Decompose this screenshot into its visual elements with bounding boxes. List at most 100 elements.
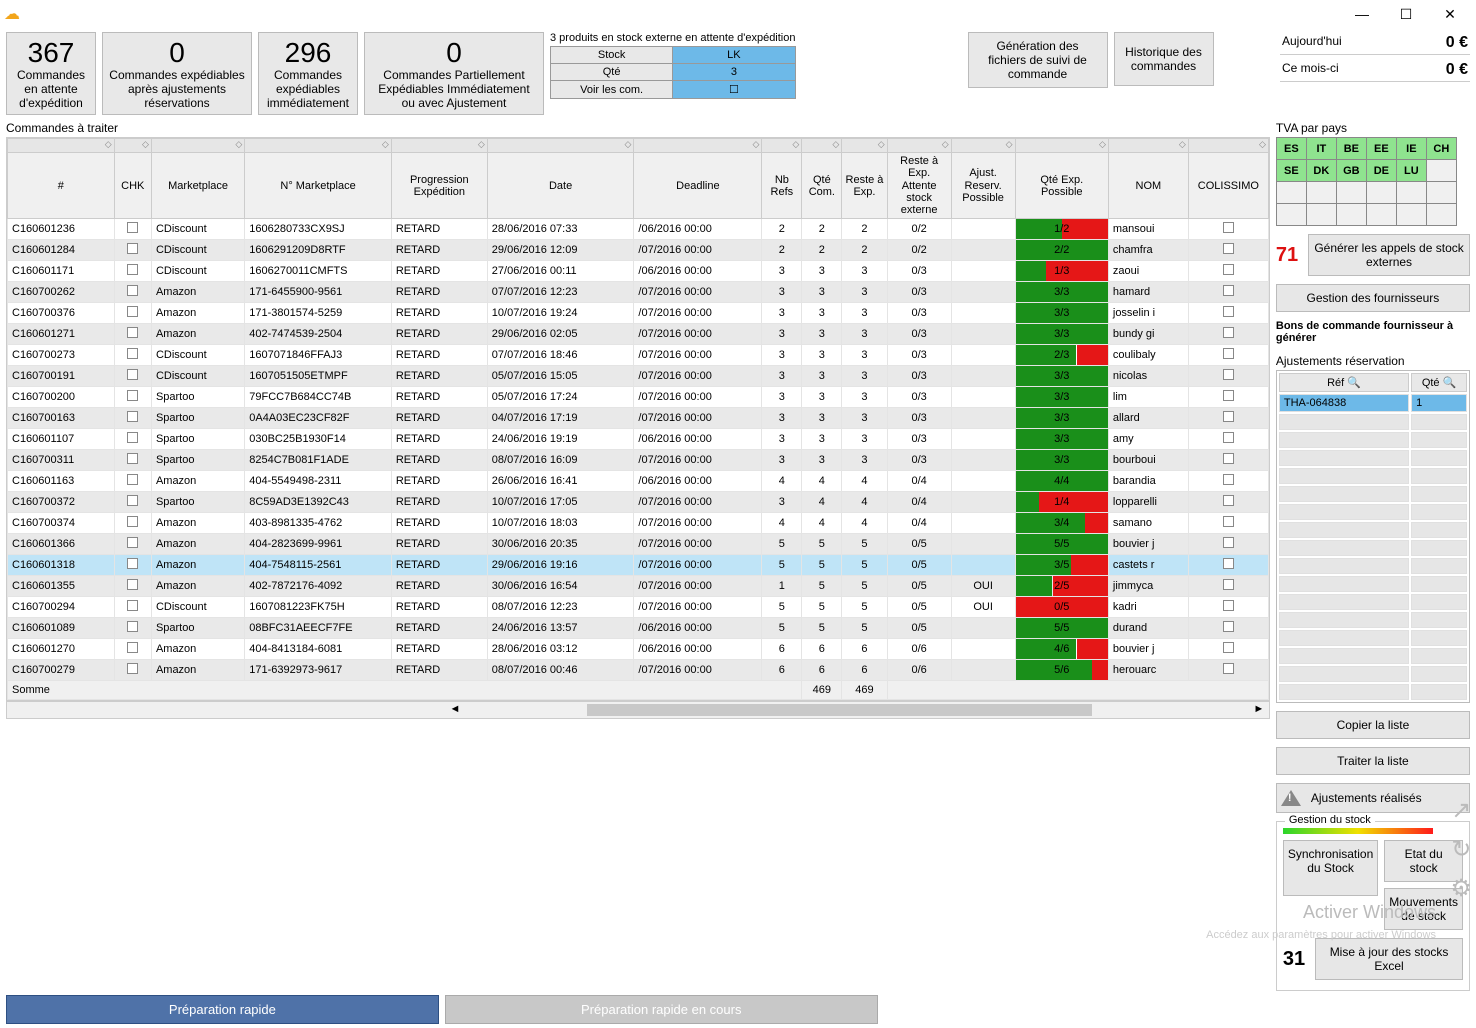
colissimo-checkbox[interactable]	[1223, 453, 1234, 464]
column-header[interactable]: Progression Expédition	[391, 153, 487, 218]
table-row[interactable]: C160601318Amazon404-7548115-2561RETARD29…	[8, 554, 1269, 575]
table-row[interactable]: C160700163Spartoo0A4A03EC23CF82FRETARD04…	[8, 407, 1269, 428]
column-header[interactable]: Ajust. Reserv. Possible	[951, 153, 1015, 218]
table-row[interactable]: C160601163Amazon404-5549498-2311RETARD26…	[8, 470, 1269, 491]
column-header[interactable]: Marketplace	[151, 153, 244, 218]
row-checkbox[interactable]	[127, 453, 138, 464]
tva-cell[interactable]: GB	[1336, 160, 1366, 182]
table-row[interactable]: C160700191CDiscount1607051505ETMPFRETARD…	[8, 365, 1269, 386]
tva-cell[interactable]	[1366, 182, 1396, 204]
table-row[interactable]: C160601107Spartoo030BC25B1930F14RETARD24…	[8, 428, 1269, 449]
tva-cell[interactable]: EE	[1366, 138, 1396, 160]
table-row[interactable]: C160601171CDiscount1606270011CMFTSRETARD…	[8, 260, 1269, 281]
tva-cell[interactable]: BE	[1336, 138, 1366, 160]
tva-cell[interactable]: ES	[1276, 138, 1306, 160]
colissimo-checkbox[interactable]	[1223, 390, 1234, 401]
adjustments-table[interactable]: Réf 🔍Qté 🔍THA-0648381	[1276, 370, 1470, 703]
row-checkbox[interactable]	[127, 222, 138, 233]
colissimo-checkbox[interactable]	[1223, 327, 1234, 338]
row-checkbox[interactable]	[127, 348, 138, 359]
tva-cell[interactable]: LU	[1396, 160, 1426, 182]
tva-cell[interactable]	[1306, 204, 1336, 226]
table-row[interactable]: C160700279Amazon171-6392973-9617RETARD08…	[8, 659, 1269, 680]
tva-cell[interactable]	[1426, 182, 1456, 204]
tva-cell[interactable]	[1336, 204, 1366, 226]
maximize-button[interactable]: ☐	[1384, 1, 1428, 27]
tva-cell[interactable]	[1366, 204, 1396, 226]
colissimo-checkbox[interactable]	[1223, 474, 1234, 485]
row-checkbox[interactable]	[127, 621, 138, 632]
kpi-tile[interactable]: 296Commandes expédiables immédiatement	[258, 32, 358, 115]
preparation-rapide-cours-button[interactable]: Préparation rapide en cours	[445, 995, 878, 1024]
tva-cell[interactable]	[1396, 204, 1426, 226]
tva-cell[interactable]: DK	[1306, 160, 1336, 182]
row-checkbox[interactable]	[127, 537, 138, 548]
colissimo-checkbox[interactable]	[1223, 663, 1234, 674]
colissimo-checkbox[interactable]	[1223, 621, 1234, 632]
colissimo-checkbox[interactable]	[1223, 411, 1234, 422]
minimize-button[interactable]: —	[1340, 1, 1384, 27]
gen-appels-button[interactable]: Générer les appels de stock externes	[1308, 234, 1470, 276]
historique-button[interactable]: Historique des commandes	[1114, 32, 1214, 86]
table-row[interactable]: C160700200Spartoo79FCC7B684CC74BRETARD05…	[8, 386, 1269, 407]
row-checkbox[interactable]	[127, 516, 138, 527]
row-checkbox[interactable]	[127, 579, 138, 590]
column-header[interactable]: Nb Refs	[762, 153, 802, 218]
table-row[interactable]: C160700311Spartoo8254C7B081F1ADERETARD08…	[8, 449, 1269, 470]
tva-cell[interactable]: SE	[1276, 160, 1306, 182]
column-header[interactable]: #	[8, 153, 115, 218]
sync-stock-button[interactable]: Synchronisation du Stock	[1283, 840, 1378, 896]
table-row[interactable]: C160601355Amazon402-7872176-4092RETARD30…	[8, 575, 1269, 596]
colissimo-checkbox[interactable]	[1223, 495, 1234, 506]
tva-cell[interactable]	[1426, 160, 1456, 182]
column-header[interactable]: CHK	[114, 153, 151, 218]
tva-cell[interactable]: CH	[1426, 138, 1456, 160]
row-checkbox[interactable]	[127, 663, 138, 674]
maj-excel-button[interactable]: Mise à jour des stocks Excel	[1315, 938, 1463, 980]
table-row[interactable]: C160700294CDiscount1607081223FK75HRETARD…	[8, 596, 1269, 617]
row-checkbox[interactable]	[127, 285, 138, 296]
refresh-icon[interactable]: ↻	[1451, 835, 1471, 864]
tva-cell[interactable]	[1336, 182, 1366, 204]
column-header[interactable]: Reste à Exp. Attente stock externe	[887, 153, 951, 218]
orders-table[interactable]: #CHKMarketplaceN° MarketplaceProgression…	[7, 138, 1269, 699]
column-header[interactable]: Qté Exp. Possible	[1015, 153, 1108, 218]
row-checkbox[interactable]	[127, 327, 138, 338]
row-checkbox[interactable]	[127, 264, 138, 275]
tva-cell[interactable]: DE	[1366, 160, 1396, 182]
row-checkbox[interactable]	[127, 600, 138, 611]
colissimo-checkbox[interactable]	[1223, 264, 1234, 275]
kpi-tile[interactable]: 0Commandes expédiables après ajustements…	[102, 32, 252, 115]
tva-cell[interactable]	[1396, 182, 1426, 204]
row-checkbox[interactable]	[127, 495, 138, 506]
table-row[interactable]: C160700376Amazon171-3801574-5259RETARD10…	[8, 302, 1269, 323]
gen-fichiers-button[interactable]: Génération des fichiers de suivi de comm…	[968, 32, 1108, 88]
row-checkbox[interactable]	[127, 411, 138, 422]
close-button[interactable]: ✕	[1428, 1, 1472, 27]
tva-cell[interactable]	[1426, 204, 1456, 226]
column-header[interactable]: Date	[487, 153, 634, 218]
colissimo-checkbox[interactable]	[1223, 369, 1234, 380]
colissimo-checkbox[interactable]	[1223, 558, 1234, 569]
tva-cell[interactable]: IE	[1396, 138, 1426, 160]
gear-icon[interactable]: ⚙	[1450, 874, 1472, 903]
ajustements-realises-button[interactable]: Ajustements réalisés	[1276, 783, 1470, 813]
column-header[interactable]: Qté Com.	[802, 153, 842, 218]
table-row[interactable]: C160601271Amazon402-7474539-2504RETARD29…	[8, 323, 1269, 344]
row-checkbox[interactable]	[127, 390, 138, 401]
copier-button[interactable]: Copier la liste	[1276, 711, 1470, 739]
row-checkbox[interactable]	[127, 558, 138, 569]
table-row[interactable]: C160601236CDiscount1606280733CX9SJRETARD…	[8, 218, 1269, 239]
row-checkbox[interactable]	[127, 306, 138, 317]
colissimo-checkbox[interactable]	[1223, 222, 1234, 233]
gestion-fournisseurs-button[interactable]: Gestion des fournisseurs	[1276, 284, 1470, 312]
table-row[interactable]: C160601270Amazon404-8413184-6081RETARD28…	[8, 638, 1269, 659]
adjustment-row[interactable]: THA-0648381	[1279, 394, 1467, 412]
row-checkbox[interactable]	[127, 369, 138, 380]
row-checkbox[interactable]	[127, 243, 138, 254]
column-header[interactable]: COLISSIMO	[1188, 153, 1268, 218]
tva-cell[interactable]	[1306, 182, 1336, 204]
tva-cell[interactable]	[1276, 204, 1306, 226]
table-row[interactable]: C160601366Amazon404-2823699-9961RETARD30…	[8, 533, 1269, 554]
table-row[interactable]: C160601089Spartoo08BFC31AEECF7FERETARD24…	[8, 617, 1269, 638]
